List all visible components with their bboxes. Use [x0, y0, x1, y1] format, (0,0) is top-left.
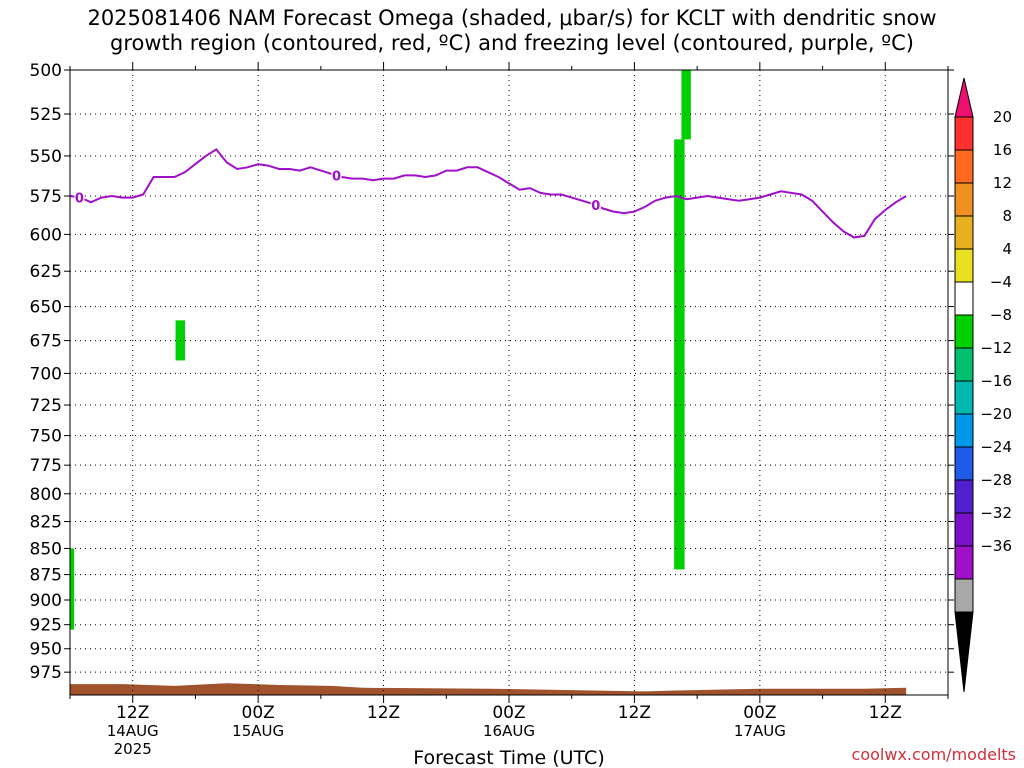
ytick-label: 625 [30, 262, 62, 282]
xtick-date-label: 15AUG [232, 722, 284, 740]
colorbar-label: 20 [993, 108, 1012, 126]
xtick-label: 12Z [116, 703, 149, 723]
colorbar-segment-12 [954, 512, 974, 547]
colorbar-label: 8 [1002, 207, 1012, 225]
ytick-label: 975 [30, 663, 62, 683]
colorbar-top-arrow [954, 77, 974, 118]
ytick-label: 775 [30, 456, 62, 476]
contour-label-1: 0 [332, 169, 341, 184]
colorbar-segment-7 [954, 347, 974, 382]
colorbar-segment-9 [954, 413, 974, 448]
ytick-label: 675 [30, 332, 62, 352]
contour-label-2: 0 [591, 199, 600, 214]
colorbar-label: −32 [980, 504, 1012, 522]
contour-label-0: 0 [75, 191, 84, 206]
x-axis-label: Forecast Time (UTC) [413, 747, 604, 768]
colorbar-label: −24 [980, 438, 1012, 456]
colorbar-segment-0 [954, 116, 974, 151]
ytick-label: 500 [30, 61, 62, 81]
colorbar-label: −36 [980, 537, 1012, 555]
chart-title: 2025081406 NAM Forecast Omega (shaded, μ… [0, 6, 1024, 56]
xtick-label: 00Z [492, 703, 525, 723]
ytick-label: 950 [30, 640, 62, 660]
ytick-label: 600 [30, 225, 62, 245]
ytick-label: 575 [30, 187, 62, 207]
xtick-label: 12Z [869, 703, 902, 723]
colorbar-segment-8 [954, 380, 974, 415]
colorbar-label: −12 [980, 339, 1012, 357]
xtick-label: 12Z [618, 703, 651, 723]
chart-title-line1: 2025081406 NAM Forecast Omega (shaded, μ… [87, 6, 937, 30]
omega-shade-3 [674, 139, 685, 570]
contour-layer: 0 0 0 [69, 148, 907, 239]
ytick-label: 525 [30, 105, 62, 125]
terrain-fill [70, 683, 907, 695]
ytick-label: 550 [30, 147, 62, 167]
ytick-label: 750 [30, 427, 62, 447]
ytick-label: 700 [30, 364, 62, 384]
colorbar-segment-10 [954, 446, 974, 481]
ytick-label: 825 [30, 513, 62, 533]
colorbar-segment-2 [954, 182, 974, 217]
contour-label-bg-2 [590, 197, 601, 212]
colorbar-segment-14 [954, 578, 974, 613]
ytick-label: 900 [30, 591, 62, 611]
colorbar-segment-6 [954, 314, 974, 349]
contour-label-bg-1 [331, 167, 342, 182]
xtick-label: 00Z [743, 703, 776, 723]
colorbar-segment-11 [954, 479, 974, 514]
contour-label-bg-0 [74, 189, 85, 204]
colorbar-label: 4 [1002, 240, 1012, 258]
colorbar-segment-13 [954, 545, 974, 580]
freezing-level-line [69, 148, 907, 239]
ytick-label: 875 [30, 566, 62, 586]
xtick-date-label: 16AUG [483, 722, 535, 740]
ytick-label: 800 [30, 485, 62, 505]
colorbar-segment-5 [954, 281, 974, 316]
colorbar-label: −8 [990, 306, 1012, 324]
colorbar-segment-1 [954, 149, 974, 184]
plot-frame [69, 69, 949, 696]
colorbar-segment-4 [954, 248, 974, 283]
chart-title-line2: growth region (contoured, red, ºC) and f… [110, 31, 914, 55]
grid-layer [70, 69, 948, 695]
colorbar-segment-3 [954, 215, 974, 250]
credit-text: coolwx.com/modelts [852, 745, 1016, 764]
ytick-label: 925 [30, 616, 62, 636]
xtick-date-label: 17AUG [734, 722, 786, 740]
colorbar-label: −20 [980, 405, 1012, 423]
omega-shade-0 [70, 548, 75, 630]
xtick-label: 00Z [242, 703, 275, 723]
ytick-label: 725 [30, 396, 62, 416]
colorbar-label: 12 [993, 174, 1012, 192]
xtick-label: 12Z [367, 703, 400, 723]
colorbar: 20 16 12 8 4 −4 −8 −12 −16 −20 −24 −28 −32 −36 [954, 77, 1012, 693]
omega-shade-2 [681, 70, 691, 140]
colorbar-label: 16 [993, 141, 1012, 159]
colorbar-label: −4 [990, 273, 1012, 291]
colorbar-bottom-arrow [954, 611, 974, 693]
ytick-label: 650 [30, 298, 62, 318]
colorbar-label: −16 [980, 372, 1012, 390]
xtick-year-label: 2025 [114, 740, 152, 758]
ytick-label: 850 [30, 539, 62, 559]
xtick-date-label: 14AUG [107, 722, 159, 740]
colorbar-label: −28 [980, 471, 1012, 489]
axes-layer: 500 525 550 575 600 625 650 675 700 725 750 775 800 8… [30, 61, 954, 758]
